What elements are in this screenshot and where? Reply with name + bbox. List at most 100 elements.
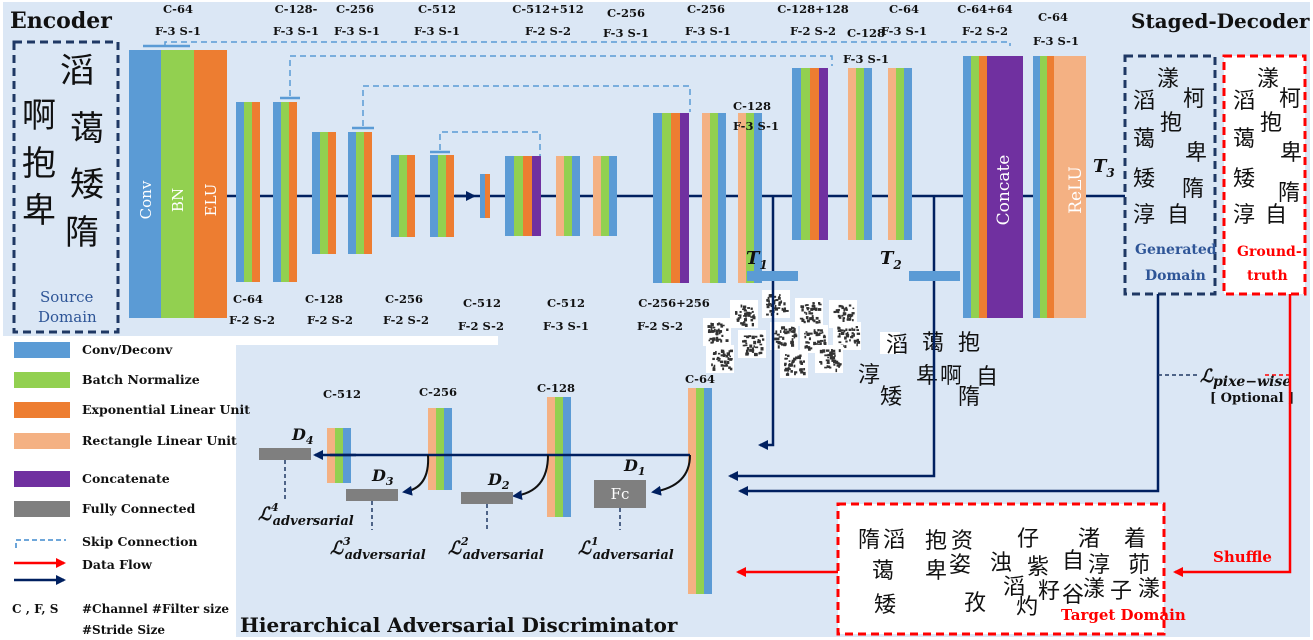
noise-dot (744, 309, 747, 312)
target-domain-label: Target Domain (1061, 606, 1186, 624)
noise-dot (754, 353, 758, 357)
noise-dot (845, 309, 848, 311)
noise-dot (751, 315, 754, 318)
svg-text:F-3 S-1: F-3 S-1 (155, 24, 201, 38)
noisy-glyph-0 (703, 318, 731, 346)
noise-dot (851, 327, 853, 331)
noise-dot (753, 345, 755, 348)
decoder-bottom-labels: C-512 F-3 S-1 C-256+256 F-2 S-2 (543, 296, 710, 333)
noise-dot (716, 356, 720, 360)
noise-dot (757, 339, 760, 342)
decoder-layer-2-part-1 (601, 156, 609, 236)
noise-dot (768, 303, 772, 305)
noise-dot (753, 316, 756, 319)
encoder-layer-3-part-0 (348, 132, 356, 254)
noise-dot (826, 365, 829, 368)
svg-text:自: 自 (1265, 203, 1287, 228)
noise-dot (744, 323, 748, 327)
noise-dot (852, 307, 855, 310)
svg-text:矮: 矮 (880, 385, 902, 410)
svg-text:C-128: C-128 (537, 381, 575, 395)
legend-label-2: Exponential Linear Unit (82, 402, 250, 417)
noise-dot (784, 328, 788, 331)
svg-text:F-3 S-1: F-3 S-1 (603, 26, 649, 40)
noise-dot (744, 344, 748, 347)
ground-truth-box (1222, 54, 1307, 296)
svg-text:自: 自 (1167, 203, 1189, 228)
svg-text:C-128: C-128 (847, 26, 885, 40)
noise-dot (817, 308, 822, 311)
noise-dot (722, 367, 725, 371)
noise-dot (776, 312, 779, 316)
noise-dot (748, 335, 752, 338)
noise-dot (738, 314, 742, 317)
noise-dot (805, 312, 808, 315)
decoder-relu-prefix-part-1 (1040, 56, 1047, 318)
noise-dot (835, 309, 839, 311)
noise-dot (799, 360, 803, 364)
noise-dot (742, 308, 745, 311)
noise-dot (815, 332, 819, 337)
svg-text:灼: 灼 (1016, 595, 1038, 620)
noise-dot (856, 332, 861, 335)
svg-text:矮: 矮 (874, 593, 896, 618)
noise-dot (750, 307, 753, 310)
svg-text:C-128: C-128 (733, 99, 771, 113)
svg-text:F-3 S-1: F-3 S-1 (1033, 34, 1079, 48)
noise-dot (788, 364, 792, 367)
fc-bar-d2 (461, 492, 513, 504)
noise-dot (707, 325, 711, 328)
noise-dot (829, 356, 833, 360)
noise-dot (822, 335, 826, 339)
noise-dot (846, 331, 849, 335)
svg-text:F-3 S-1: F-3 S-1 (543, 319, 589, 333)
noise-dot (815, 321, 819, 324)
noise-dot (805, 331, 808, 333)
noise-dot (748, 313, 751, 317)
svg-text:蔼: 蔼 (1233, 127, 1255, 152)
noise-dot (802, 371, 806, 376)
noise-dot (827, 365, 831, 368)
svg-text:F-3 S-1: F-3 S-1 (414, 24, 460, 38)
decoder-layer-2-part-0 (593, 156, 601, 236)
legend-label-6: Skip Connection (82, 534, 198, 549)
ground-truth-chars: 滔 漾 柯 蔼 抱 卑 矮 隋 淳 自 (1233, 67, 1302, 228)
svg-text:F-3 S-1: F-3 S-1 (843, 52, 889, 66)
decoder-layer-4-part-0 (702, 113, 710, 283)
noise-dot (719, 330, 723, 333)
encoder-layer-5-part-0 (430, 155, 438, 237)
svg-text:F-3 S-1: F-3 S-1 (273, 24, 319, 38)
noise-dot (729, 367, 733, 371)
source-domain-box (12, 40, 120, 334)
svg-text:F-3 S-1: F-3 S-1 (881, 24, 927, 38)
noise-dot (819, 342, 822, 345)
noise-dot (824, 366, 828, 369)
noise-dot (838, 316, 842, 319)
svg-text:C-256: C-256 (336, 2, 374, 16)
svg-text:T1: T1 (746, 248, 768, 272)
svg-text:自: 自 (1062, 549, 1084, 574)
noise-dot (768, 294, 772, 298)
noise-dot (810, 347, 813, 350)
noise-dot (845, 306, 847, 309)
svg-text:C-512: C-512 (418, 2, 456, 16)
svg-text:D4: D4 (291, 425, 314, 447)
noise-dot (745, 342, 748, 345)
legend-swatch-skip (15, 539, 66, 548)
conv-label: Conv (137, 180, 155, 219)
noise-dot (720, 364, 724, 367)
t2-output-chars: 滔 蔼 抱 淳 矮 卑 啊 自 隋 (858, 331, 998, 410)
noise-dot (799, 354, 802, 358)
noise-dot (729, 358, 733, 361)
decoder-layer-3-part-0 (653, 113, 662, 283)
noise-dot (778, 336, 783, 338)
noise-dot (837, 330, 841, 332)
noise-dot (797, 355, 801, 359)
noise-dot (711, 329, 715, 333)
elu-label: ELU (202, 184, 220, 217)
svg-text:F-2 S-2: F-2 S-2 (229, 313, 275, 327)
decoder-layer-1-part-1 (564, 156, 572, 236)
